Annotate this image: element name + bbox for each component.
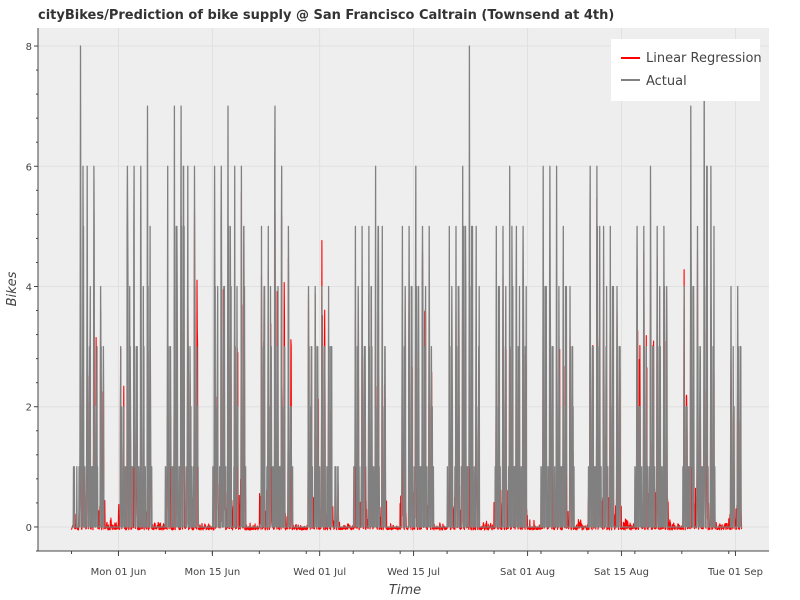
y-tick-label: 6 xyxy=(26,162,32,173)
y-axis-label: Bikes xyxy=(5,271,20,306)
series-layer xyxy=(70,45,743,531)
y-tick-label: 4 xyxy=(26,282,32,293)
chart-title: cityBikes/Prediction of bike supply @ Sa… xyxy=(38,8,614,23)
y-ticks: 0 2 4 6 8 xyxy=(26,42,38,552)
y-tick-label: 0 xyxy=(26,523,32,534)
x-tick-label: Wed 01 Jul xyxy=(293,567,346,578)
grid-lines xyxy=(38,28,769,551)
series-line xyxy=(71,45,743,528)
x-tick-label: Sat 15 Aug xyxy=(594,567,649,578)
x-ticks: Mon 01 Jun Mon 15 Jun Wed 01 Jul Wed 15 Jul… xyxy=(71,551,763,578)
legend-label-linear-regression: Linear Regression xyxy=(646,51,762,66)
x-tick-label: Tue 01 Sep xyxy=(707,567,763,578)
x-axis-label: Time xyxy=(389,583,421,598)
legend-label-actual: Actual xyxy=(646,74,687,89)
y-tick-label: 2 xyxy=(26,403,32,414)
axes xyxy=(37,28,769,552)
legend: Linear Regression Actual xyxy=(611,39,762,101)
x-tick-label: Wed 15 Jul xyxy=(387,567,440,578)
x-tick-label: Sat 01 Aug xyxy=(500,567,555,578)
series-actual xyxy=(71,45,743,528)
legend-box xyxy=(611,39,760,101)
y-tick-label: 8 xyxy=(26,42,32,53)
x-tick-label: Mon 01 Jun xyxy=(91,567,147,578)
x-tick-label: Mon 15 Jun xyxy=(184,567,240,578)
